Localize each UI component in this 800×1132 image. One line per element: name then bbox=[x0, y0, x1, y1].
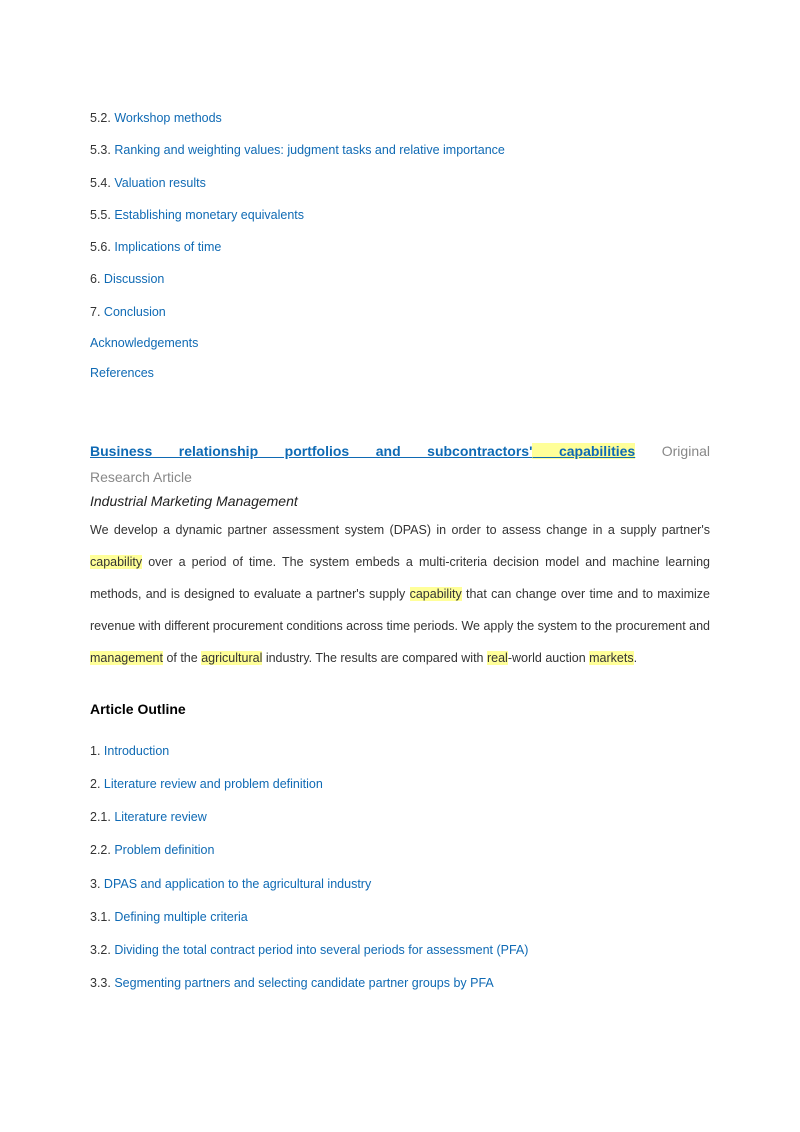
outline-link[interactable]: Dividing the total contract period into … bbox=[114, 943, 528, 957]
outline-references: References bbox=[90, 366, 710, 380]
outline-item: 2. Literature review and problem definit… bbox=[90, 776, 710, 792]
outline-number: 5.2. bbox=[90, 111, 111, 125]
abstract-text: . bbox=[634, 651, 637, 665]
article-title: Business relationship portfolios and sub… bbox=[90, 440, 710, 464]
article-subtype-inline: Original bbox=[635, 443, 710, 459]
outline-number: 5.6. bbox=[90, 240, 111, 254]
outline-link[interactable]: Ranking and weighting values: judgment t… bbox=[114, 143, 505, 157]
outline-number: 5.3. bbox=[90, 143, 111, 157]
outline-link[interactable]: Introduction bbox=[104, 744, 169, 758]
outline-link[interactable]: Problem definition bbox=[114, 843, 214, 857]
outline-list-top: 5.2. Workshop methods 5.3. Ranking and w… bbox=[90, 110, 710, 380]
outline-number: 2.2. bbox=[90, 843, 111, 857]
outline-link[interactable]: Conclusion bbox=[104, 305, 166, 319]
outline-item: 5.3. Ranking and weighting values: judgm… bbox=[90, 142, 710, 158]
outline-item: 5.2. Workshop methods bbox=[90, 110, 710, 126]
outline-item: 3. DPAS and application to the agricultu… bbox=[90, 876, 710, 892]
outline-link[interactable]: References bbox=[90, 366, 154, 380]
outline-link[interactable]: DPAS and application to the agricultural… bbox=[104, 877, 371, 891]
outline-item: 1. Introduction bbox=[90, 743, 710, 759]
document-page: 5.2. Workshop methods 5.3. Ranking and w… bbox=[0, 0, 800, 1102]
outline-number: 3. bbox=[90, 877, 100, 891]
outline-number: 3.2. bbox=[90, 943, 111, 957]
outline-number: 2. bbox=[90, 777, 100, 791]
title-highlight: capabilities bbox=[532, 443, 635, 459]
abstract-highlight: markets bbox=[589, 651, 633, 665]
outline-acknowledgements: Acknowledgements bbox=[90, 336, 710, 350]
outline-link[interactable]: Defining multiple criteria bbox=[114, 910, 247, 924]
outline-item: 3.3. Segmenting partners and selecting c… bbox=[90, 975, 710, 991]
outline-link[interactable]: Acknowledgements bbox=[90, 336, 198, 350]
outline-item: 2.2. Problem definition bbox=[90, 842, 710, 858]
article-abstract: We develop a dynamic partner assessment … bbox=[90, 515, 710, 674]
article-subtype-line2: Research Article bbox=[90, 466, 710, 490]
abstract-highlight: capability bbox=[410, 587, 462, 601]
abstract-text: of the bbox=[163, 651, 201, 665]
outline-item: 7. Conclusion bbox=[90, 304, 710, 320]
abstract-highlight: management bbox=[90, 651, 163, 665]
outline-item: 3.2. Dividing the total contract period … bbox=[90, 942, 710, 958]
abstract-highlight: capability bbox=[90, 555, 142, 569]
title-text-pre: Business relationship portfolios and sub… bbox=[90, 443, 532, 459]
outline-link[interactable]: Valuation results bbox=[114, 176, 206, 190]
abstract-text: -world auction bbox=[508, 651, 589, 665]
outline-number: 5.5. bbox=[90, 208, 111, 222]
outline-link[interactable]: Literature review bbox=[114, 810, 206, 824]
abstract-text: industry. The results are compared with bbox=[262, 651, 487, 665]
outline-item: 5.4. Valuation results bbox=[90, 175, 710, 191]
outline-item: 3.1. Defining multiple criteria bbox=[90, 909, 710, 925]
outline-number: 3.3. bbox=[90, 976, 111, 990]
outline-list-bottom: 1. Introduction 2. Literature review and… bbox=[90, 743, 710, 992]
outline-number: 6. bbox=[90, 272, 100, 286]
outline-link[interactable]: Literature review and problem definition bbox=[104, 777, 323, 791]
outline-link[interactable]: Establishing monetary equivalents bbox=[114, 208, 304, 222]
journal-name: Industrial Marketing Management bbox=[90, 493, 710, 509]
abstract-text: We develop a dynamic partner assessment … bbox=[90, 523, 710, 537]
outline-number: 1. bbox=[90, 744, 100, 758]
outline-number: 3.1. bbox=[90, 910, 111, 924]
abstract-highlight: real bbox=[487, 651, 508, 665]
outline-link[interactable]: Workshop methods bbox=[114, 111, 221, 125]
outline-item: 2.1. Literature review bbox=[90, 809, 710, 825]
outline-item: 6. Discussion bbox=[90, 271, 710, 287]
outline-number: 2.1. bbox=[90, 810, 111, 824]
outline-link[interactable]: Segmenting partners and selecting candid… bbox=[114, 976, 493, 990]
abstract-highlight: agricultural bbox=[201, 651, 262, 665]
outline-heading: Article Outline bbox=[90, 701, 710, 717]
outline-item: 5.5. Establishing monetary equivalents bbox=[90, 207, 710, 223]
outline-item: 5.6. Implications of time bbox=[90, 239, 710, 255]
outline-number: 7. bbox=[90, 305, 100, 319]
outline-link[interactable]: Discussion bbox=[104, 272, 164, 286]
outline-number: 5.4. bbox=[90, 176, 111, 190]
article-title-link[interactable]: Business relationship portfolios and sub… bbox=[90, 443, 635, 459]
outline-link[interactable]: Implications of time bbox=[114, 240, 221, 254]
